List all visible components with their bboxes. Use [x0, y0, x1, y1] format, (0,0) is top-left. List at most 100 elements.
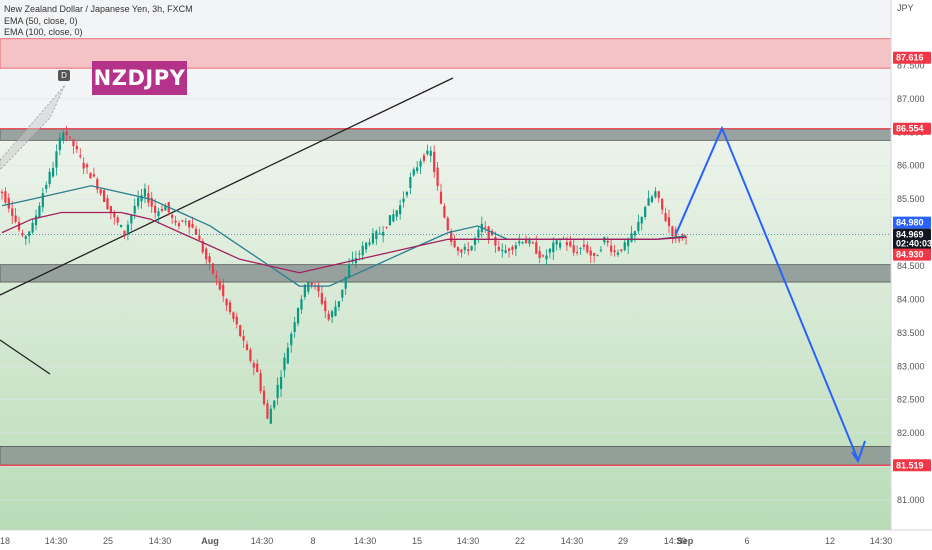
candle-body — [188, 220, 191, 228]
candle-body — [269, 408, 272, 424]
candle-body — [535, 242, 538, 254]
candle-body — [17, 222, 21, 230]
x-tick-label: 25 — [103, 536, 113, 546]
candle-body — [623, 242, 626, 251]
y-tick-label: 83.500 — [897, 328, 925, 338]
candle-body — [79, 155, 82, 157]
candle-body — [41, 193, 44, 208]
candle-body — [633, 231, 637, 236]
candle-body — [460, 249, 463, 253]
candle-body — [102, 190, 106, 203]
candle-body — [490, 230, 494, 236]
candle-body — [405, 191, 409, 196]
candle-body — [55, 151, 58, 168]
candle-body — [21, 232, 24, 236]
pattern-point-marker: D — [58, 70, 70, 81]
price-tag-6 — [893, 459, 931, 472]
y-tick-label: 82.000 — [897, 428, 925, 438]
candle-body — [375, 231, 378, 240]
candle-body — [150, 197, 153, 207]
candle-body — [541, 255, 545, 257]
candle-body — [467, 249, 470, 252]
candle-body — [511, 246, 514, 250]
candle-body — [249, 349, 252, 361]
candle-body — [426, 150, 429, 155]
candle-body — [225, 298, 228, 306]
candle-body — [644, 207, 647, 217]
candle-body — [344, 276, 347, 289]
price-tag-label: 81.519 — [896, 460, 924, 470]
candle-body — [538, 251, 541, 258]
candle-body — [198, 235, 201, 240]
candle-body — [72, 139, 75, 147]
x-tick-label: 14:30 — [457, 536, 480, 546]
candle-body — [252, 363, 255, 368]
candle-body — [579, 247, 582, 249]
candle-body — [116, 217, 119, 223]
candle-body — [610, 245, 613, 252]
candle-body — [501, 249, 504, 252]
symbol-badge: NZDJPY — [92, 61, 187, 95]
candle-body — [218, 281, 221, 290]
candle-body — [154, 205, 157, 213]
candle-body — [235, 316, 238, 325]
candle-body — [647, 198, 650, 206]
harmonic-pattern — [0, 84, 66, 171]
candle-body — [106, 198, 109, 210]
candle-body — [85, 164, 89, 168]
candle-body — [456, 247, 460, 251]
candle-body — [470, 246, 473, 251]
candle-body — [31, 222, 34, 233]
candle-body — [286, 347, 289, 364]
candle-body — [7, 197, 10, 209]
target-area — [0, 128, 891, 530]
candle-body — [245, 344, 249, 350]
candle-body — [678, 239, 681, 241]
trendline-up — [0, 77, 454, 296]
candle-body — [650, 196, 654, 203]
x-tick-label: Aug — [201, 536, 219, 546]
candle-body — [392, 214, 395, 222]
candle-body — [334, 306, 337, 316]
candle-body — [174, 220, 177, 223]
zone-2 — [0, 264, 892, 283]
candle-body — [661, 198, 664, 210]
price-tag-2 — [893, 216, 931, 229]
candle-body — [453, 240, 456, 247]
candle-body — [205, 248, 208, 260]
candle-body — [657, 191, 660, 198]
candle-body — [310, 282, 313, 286]
candle-body — [494, 236, 497, 246]
candle-body — [484, 226, 487, 228]
candle-body — [385, 226, 388, 228]
candle-body — [422, 155, 426, 161]
candle-body — [171, 215, 174, 218]
candle-body — [120, 225, 123, 228]
candle-body — [222, 284, 225, 297]
candle-body — [463, 246, 466, 250]
candle-body — [412, 169, 415, 176]
candle-body — [371, 233, 375, 244]
candle-body — [215, 275, 218, 278]
forecast-path — [675, 125, 859, 461]
candle-body — [160, 209, 164, 211]
candle-body — [0, 191, 4, 194]
candle-body — [157, 211, 160, 217]
candle-body — [147, 192, 150, 203]
candle-body — [45, 184, 48, 189]
x-tick-label: 14:30 — [561, 536, 584, 546]
candle-body — [630, 233, 633, 242]
candle-body — [273, 400, 276, 408]
candle-body — [123, 230, 126, 235]
candle-body — [330, 311, 334, 318]
candle-body — [555, 240, 558, 245]
candle-body — [208, 256, 211, 263]
candle-body — [514, 245, 517, 249]
candle-body — [48, 171, 51, 185]
candle-body — [640, 216, 643, 224]
candle-body — [368, 242, 371, 245]
zone-1 — [0, 128, 892, 141]
price-tag-1 — [893, 122, 931, 135]
